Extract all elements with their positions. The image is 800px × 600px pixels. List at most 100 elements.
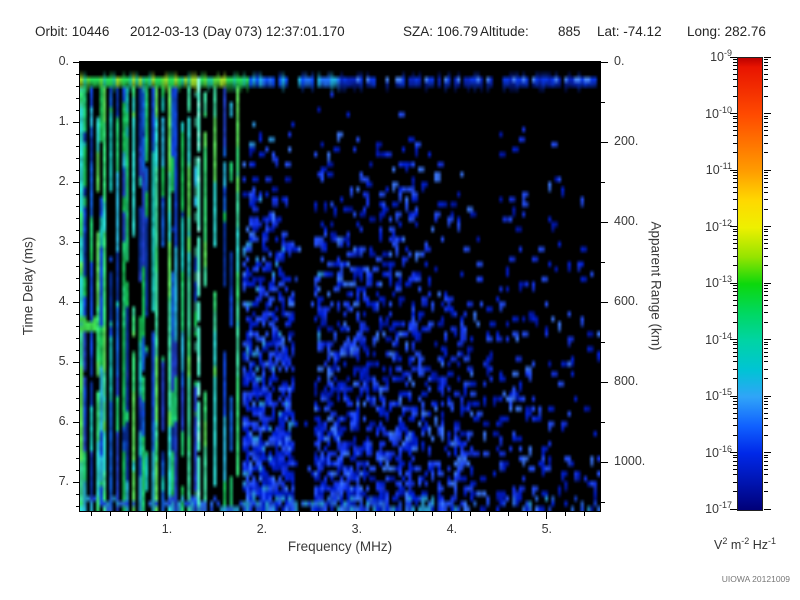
colorbar-major-tick [730,226,737,227]
y2-axis-minor-tick [601,501,605,503]
credit-stamp: UIOWA 20121009 [721,574,790,584]
colorbar-minor-tick [764,59,768,61]
y-axis-tick-label: 2. [58,174,69,189]
colorbar-tick-label: 10-9 [710,48,732,65]
lat-label: Lat: [597,24,620,39]
colorbar-minor-tick [764,121,768,123]
x-axis-tick-label: 5. [541,522,553,536]
colorbar-minor-tick [733,182,737,184]
colorbar-minor-tick [764,174,768,176]
colorbar-minor-tick [764,78,768,80]
y-axis-minor-tick [76,193,80,195]
colorbar-minor-tick [764,481,768,483]
colorbar-unit-label: V2 m-2 Hz-1 [713,536,777,553]
colorbar-minor-tick [764,351,768,353]
colorbar-minor-tick [733,412,737,414]
lat-value: -74.12 [623,24,662,39]
colorbar-major-tick [730,282,737,284]
colorbar-minor-tick [764,69,768,71]
colorbar-minor-tick [733,174,737,176]
y2-axis: 0. 200. 400. 600. 800. 1000. [601,54,671,512]
y-axis-minor-tick [76,373,80,375]
colorbar-minor-tick [733,73,737,75]
colorbar-minor-tick [733,69,737,71]
long-label: Long: [687,24,721,39]
y-axis-minor-tick [76,97,80,99]
colorbar-tick-label: 10-16 [705,443,732,460]
altitude-label: Altitude: [480,24,529,39]
colorbar-minor-tick [733,400,737,402]
x-axis-minor-tick [299,512,301,516]
y2-axis-major-tick [601,381,608,383]
x-axis-minor-tick [242,512,244,516]
colorbar-minor-tick [733,191,737,193]
colorbar-minor-tick [733,404,737,406]
colorbar-minor-tick [733,86,737,88]
colorbar-minor-tick [733,199,737,201]
colorbar-minor-tick [764,186,768,188]
colorbar-minor-tick [733,78,737,80]
y2-axis-tick-label: 200. [614,134,639,149]
x-axis-major-tick [166,512,168,519]
y-axis-minor-tick [76,505,80,507]
colorbar-minor-tick [733,234,737,236]
y-axis-major-tick [73,481,80,483]
y-axis: 0. 1. 2. 3. 4. 5. 6. 7. [40,54,80,512]
y-axis-minor-tick [76,85,80,87]
y-axis-minor-tick [76,433,80,435]
y-axis-tick-label: 7. [58,474,69,489]
y-axis-minor-tick [76,169,80,171]
colorbar-minor-tick [733,295,737,297]
y-axis-tick-label: 5. [58,354,69,369]
x-axis-minor-tick [280,512,282,516]
x-axis-major-tick [356,512,358,519]
datetime-field: 2012-03-13 (Day 073) 12:37:01.170 [130,24,345,39]
colorbar-major-tick [730,452,737,453]
colorbar-minor-tick [764,182,768,184]
orbit-field: Orbit: 10446 [35,24,109,39]
y-axis-tick-label: 4. [58,294,69,309]
colorbar-minor-tick [764,404,768,406]
colorbar-major-tick [764,56,771,58]
colorbar-minor-tick [733,312,737,314]
colorbar-minor-tick [764,265,768,267]
colorbar-minor-tick [733,243,737,244]
y-axis-major-tick [73,421,80,423]
colorbar-major-tick [764,169,771,171]
colorbar-minor-tick [733,304,737,306]
colorbar-minor-tick [733,434,737,436]
colorbar-major-tick [730,339,737,340]
y-axis-minor-tick [76,289,80,291]
colorbar-minor-tick [733,208,737,210]
colorbar-minor-tick [733,172,737,174]
x-axis-major-tick [451,512,453,519]
y-axis-tick-label: 3. [58,234,69,249]
colorbar-minor-tick [764,208,768,210]
colorbar-minor-tick [733,398,737,400]
colorbar-minor-tick [764,178,768,180]
colorbar-minor-tick [764,234,768,236]
colorbar-minor-tick [764,368,768,370]
y-axis-minor-tick [76,397,80,399]
colorbar-tick-label: 10-11 [705,161,732,178]
colorbar-minor-tick [764,95,768,97]
x-axis-minor-tick [337,512,339,516]
x-axis-tick-label: 1. [161,522,173,536]
x-axis-minor-tick [147,512,149,516]
y2-axis-minor-tick [601,261,605,263]
colorbar-minor-tick [764,191,768,193]
colorbar-major-tick [764,395,771,397]
y2-axis-tick-label: 1000. [614,454,646,469]
colorbar-minor-tick [733,474,737,476]
y2-axis-major-tick [601,61,608,63]
colorbar-minor-tick [764,228,768,230]
colorbar-minor-tick [764,344,768,346]
colorbar-minor-tick [764,434,768,436]
altitude-value: 885 [558,24,581,39]
colorbar-major-tick [730,169,737,171]
x-axis-minor-tick [565,512,567,516]
colorbar-minor-tick [733,228,737,230]
y-axis-minor-tick [76,253,80,255]
colorbar-minor-tick [764,61,768,63]
